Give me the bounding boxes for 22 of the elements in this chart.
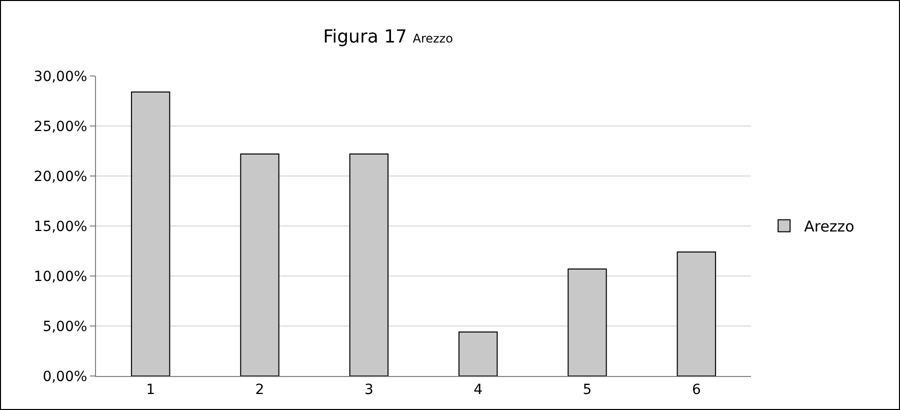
y-tick-label: 10,00% xyxy=(34,268,88,285)
x-tick-label: 1 xyxy=(146,382,156,398)
x-tick-label: 4 xyxy=(474,382,483,398)
chart-subtitle: Arezzo xyxy=(412,31,453,46)
legend-label: Arezzo xyxy=(804,218,854,236)
x-tick-label: 6 xyxy=(692,382,701,398)
bar xyxy=(349,154,389,376)
y-tick-label: 0,00% xyxy=(42,368,88,385)
chart-title: Figura 17 xyxy=(323,26,407,48)
y-tick-label: 20,00% xyxy=(34,168,88,185)
x-tick-label: 3 xyxy=(364,382,374,398)
y-tick-label: 30,00% xyxy=(34,68,88,85)
y-tick-label: 25,00% xyxy=(34,118,88,135)
bar xyxy=(458,332,498,376)
bar xyxy=(240,154,280,376)
y-tick-label: 15,00% xyxy=(34,218,88,235)
x-tick-label: 5 xyxy=(582,382,592,398)
x-tick-label: 2 xyxy=(255,382,264,398)
y-tick-label: 5,00% xyxy=(42,318,88,335)
bar xyxy=(568,268,607,376)
bar xyxy=(130,92,170,376)
bar xyxy=(676,252,716,376)
